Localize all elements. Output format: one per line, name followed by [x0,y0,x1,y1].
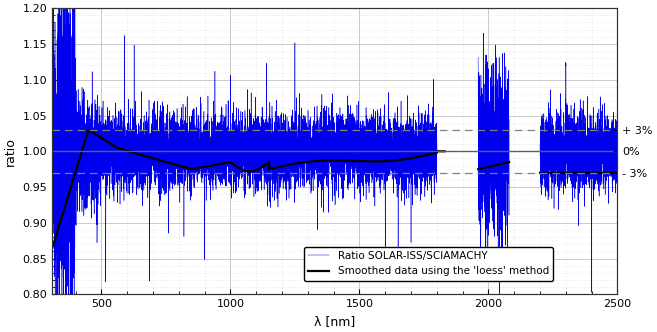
Line: Smoothed data using the 'loess' method: Smoothed data using the 'loess' method [53,130,618,248]
Smoothed data using the 'loess' method [338,159,346,163]
Legend: Ratio SOLAR-ISS/SCIAMACHY, Smoothed data using the 'loess' method: Ratio SOLAR-ISS/SCIAMACHY, Smoothed data… [304,247,553,281]
Ratio SOLAR-ISS/SCIAMACHY [392,153,400,157]
Ratio SOLAR-ISS/SCIAMACHY [346,118,353,122]
Ratio SOLAR-ISS/SCIAMACHY [614,103,622,107]
Smoothed data using the 'loess' method [49,246,57,250]
Smoothed data using the 'loess' method [392,158,400,162]
Smoothed data using the 'loess' method [78,149,86,153]
X-axis label: λ [nm]: λ [nm] [314,315,355,328]
Smoothed data using the 'loess' method [614,171,622,175]
Line: Ratio SOLAR-ISS/SCIAMACHY: Ratio SOLAR-ISS/SCIAMACHY [53,0,618,332]
Ratio SOLAR-ISS/SCIAMACHY [132,135,140,139]
Ratio SOLAR-ISS/SCIAMACHY [78,85,86,89]
Y-axis label: ratio: ratio [4,137,17,166]
Smoothed data using the 'loess' method [346,159,353,163]
Smoothed data using the 'loess' method [132,151,140,155]
Smoothed data using the 'loess' method [194,166,202,170]
Ratio SOLAR-ISS/SCIAMACHY [338,150,346,154]
Ratio SOLAR-ISS/SCIAMACHY [49,123,57,127]
Ratio SOLAR-ISS/SCIAMACHY [194,151,202,155]
